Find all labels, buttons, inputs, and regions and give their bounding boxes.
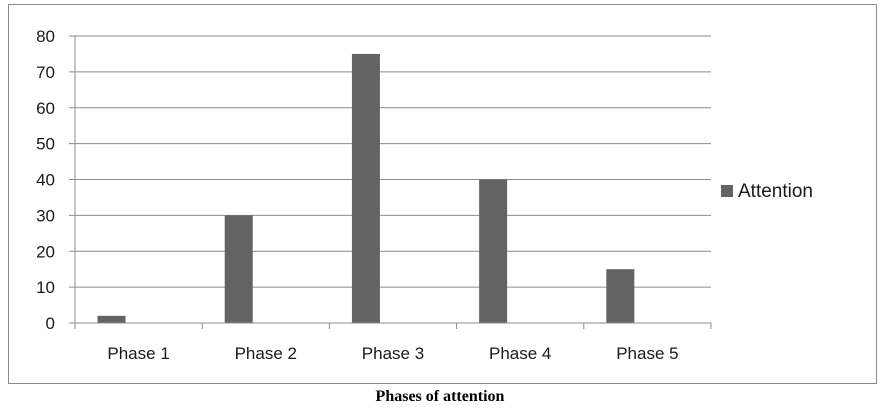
y-tick-label: 20 (36, 242, 55, 261)
y-tick-label: 70 (36, 63, 55, 82)
chart-area: 0 10 20 30 40 50 60 70 80 Phase 1 Phase 2 Phase 3 Ph… (8, 4, 877, 384)
legend: Attention (721, 181, 813, 202)
bar-phase-3 (351, 53, 380, 323)
x-tick-label: Phase 4 (489, 344, 551, 363)
y-tick-label: 0 (46, 314, 55, 333)
x-tick-label: Phase 3 (362, 344, 424, 363)
x-tick-label: Phase 2 (235, 344, 297, 363)
bar-chart: 0 10 20 30 40 50 60 70 80 Phase 1 Phase 2 Phase 3 Ph… (36, 27, 813, 363)
legend-label: Attention (738, 181, 813, 202)
legend-swatch (721, 185, 733, 197)
y-tick-label: 10 (36, 278, 55, 297)
y-tick-label: 60 (36, 99, 55, 118)
axes: 0 10 20 30 40 50 60 70 80 Phase 1 Phase 2 Phase 3 Ph… (36, 27, 712, 363)
y-tick-label: 50 (36, 135, 55, 154)
x-tick-label: Phase 1 (107, 344, 169, 363)
x-tick-label: Phase 5 (616, 344, 678, 363)
bar-phase-4 (479, 179, 508, 323)
bar-phase-1 (97, 315, 126, 323)
y-tick-label: 30 (36, 206, 55, 225)
bar-phase-5 (606, 269, 635, 323)
grid-lines (75, 35, 711, 288)
figure-caption: Phases of attention (375, 388, 505, 405)
y-tick-label: 80 (36, 27, 55, 46)
bars (97, 53, 635, 323)
bar-phase-2 (224, 215, 253, 323)
y-tick-label: 40 (36, 171, 55, 190)
